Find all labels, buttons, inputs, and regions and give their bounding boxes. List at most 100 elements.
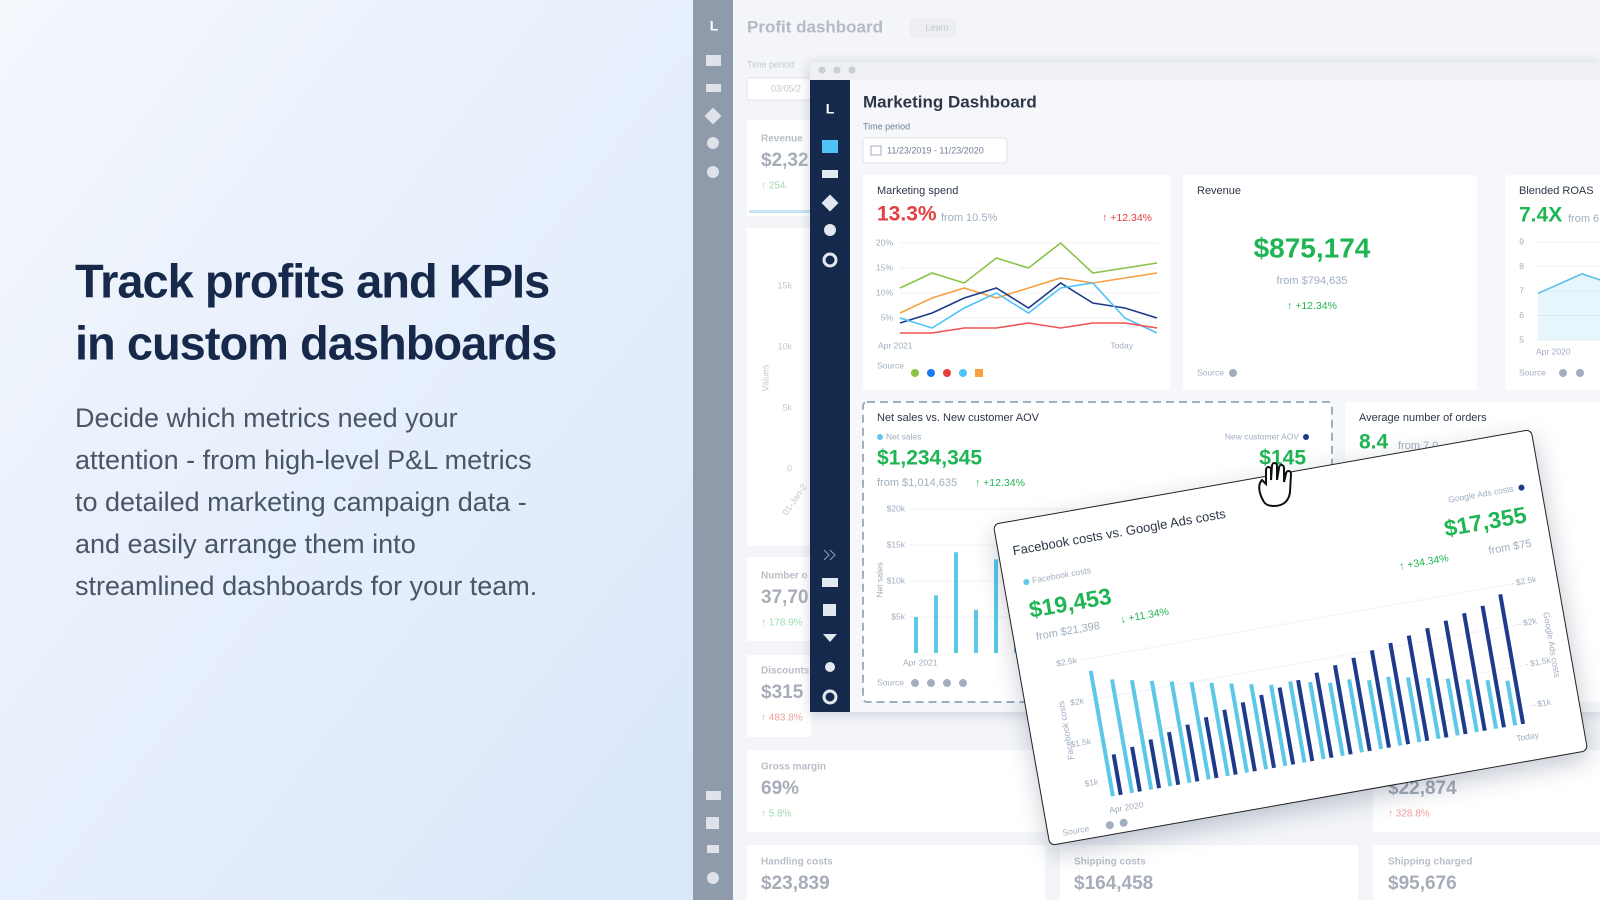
kpi-change: ↑ 5.8% (761, 809, 792, 820)
bar (1088, 670, 1115, 797)
legend-label: Facebook costs (1031, 565, 1091, 585)
logo: L (826, 101, 835, 117)
bar (1148, 739, 1162, 789)
hero-body: to detailed marketing campaign data - (75, 487, 527, 517)
back-sidebar (693, 0, 733, 900)
bar (1314, 672, 1334, 759)
card-change: ↑ +12.34% (1102, 212, 1152, 224)
front-icons (821, 140, 839, 705)
bar (1505, 680, 1518, 726)
time-label: Time period (747, 59, 794, 69)
source-label: Source (1519, 367, 1546, 377)
kpi-value: $164,458 (1074, 873, 1153, 894)
bar (1296, 679, 1315, 762)
kpi-label: Number o (761, 571, 808, 582)
card-value: $1,234,345 (877, 447, 982, 470)
time-label: Time period (863, 121, 910, 131)
y-tick-label: 6 (1519, 310, 1524, 320)
bar (1351, 657, 1372, 752)
x-start: Apr 2021 (903, 657, 938, 667)
bar (934, 595, 938, 653)
x-start: Apr 2020 (1108, 799, 1144, 815)
hero-body: attention - from high-level P&L metrics (75, 445, 532, 475)
learn-link: Learn (925, 22, 948, 32)
x-start: Apr 2021 (878, 340, 913, 350)
date-value: 03/05/2 (771, 83, 801, 93)
learn-pill[interactable] (910, 18, 956, 38)
bar (1185, 724, 1200, 782)
x-start: Apr 2020 (1536, 346, 1571, 356)
kpi-label: Revenue (761, 134, 803, 145)
card-from: from 6 (1568, 213, 1599, 225)
bar (1129, 679, 1154, 790)
bar (1462, 612, 1487, 732)
y-tick-label: $15k (887, 539, 906, 549)
source-label: Source (1197, 367, 1224, 377)
card-from: from $794,635 (1277, 275, 1348, 287)
bar (1249, 683, 1269, 770)
legend-label: Net sales (886, 431, 921, 441)
kpi-label: Shipping costs (1074, 857, 1146, 868)
y2-tick-label: $2k (1522, 616, 1538, 628)
bar (974, 609, 978, 653)
window-chrome (810, 62, 1600, 80)
y-tick-label: 5 (1519, 334, 1524, 344)
series-line (900, 322, 1158, 334)
window-dots (818, 66, 856, 74)
y-tick-label: 8 (1519, 261, 1524, 271)
axis-tick: 5k (782, 402, 792, 412)
bar (1111, 754, 1123, 796)
roas-area (1538, 273, 1600, 340)
bar (1366, 679, 1384, 750)
y-tick-label: $2k (1069, 695, 1085, 707)
card-value: $145 (1259, 447, 1306, 470)
legend-label: New customer AOV (1225, 431, 1299, 441)
axis-title: Google Ads costs (1541, 611, 1562, 678)
y-tick-label: 20% (876, 237, 893, 247)
y-tick-label: 9 (1519, 236, 1524, 246)
y2-tick-label: $2.5k (1515, 574, 1538, 588)
kpi-label: Handling costs (761, 857, 833, 868)
kpi-change: ↑ 328.8% (1388, 809, 1430, 820)
card-label: Revenue (1197, 185, 1241, 197)
card-label: Average number of orders (1359, 412, 1487, 424)
card-value: 13.3% (877, 203, 937, 226)
card-value: $17,355 (1442, 501, 1529, 541)
source-icons (1105, 818, 1128, 830)
bar (1480, 605, 1506, 728)
source-label: Source (877, 677, 904, 687)
y-tick-label: 7 (1519, 285, 1524, 295)
date-value: 11/23/2019 - 11/23/2020 (887, 145, 984, 155)
axis-title: Net sales (874, 562, 884, 597)
hero-title: in custom dashboards (75, 316, 556, 369)
dashboard-title: Profit dashboard (747, 17, 883, 36)
kpi-value: $23,839 (761, 873, 830, 894)
bar (1222, 709, 1238, 775)
y-tick-label: $2.5k (1055, 655, 1078, 669)
card-label: Marketing spend (877, 185, 958, 197)
bar (1240, 702, 1257, 772)
bar (1347, 679, 1364, 753)
bar (1110, 679, 1134, 794)
calendar-icon (870, 145, 882, 156)
grid-line (1080, 583, 1513, 661)
card-from: from 10.5% (941, 212, 997, 224)
logo: L (710, 18, 719, 34)
kpi-value: $315 (761, 682, 804, 703)
y-tick-label: $1.5k (1070, 736, 1093, 750)
axis-tick: 0 (787, 463, 792, 473)
y-tick-label: $1k (1084, 776, 1100, 788)
card-value: $19,453 (1027, 583, 1113, 623)
series-line (899, 282, 1158, 334)
card-change: ↑ +12.34% (975, 477, 1025, 489)
bar (1332, 664, 1353, 755)
hero-body: streamlined dashboards for your team. (75, 571, 537, 601)
hero-bg (0, 0, 693, 900)
bar (1209, 682, 1230, 777)
popup-card[interactable]: Facebook costs vs. Google Ads costs Faceb… (992, 428, 1589, 847)
date-box[interactable] (862, 137, 1008, 164)
bar (994, 559, 998, 653)
back-icons (704, 55, 722, 884)
card-value: 8.4 (1359, 431, 1389, 454)
